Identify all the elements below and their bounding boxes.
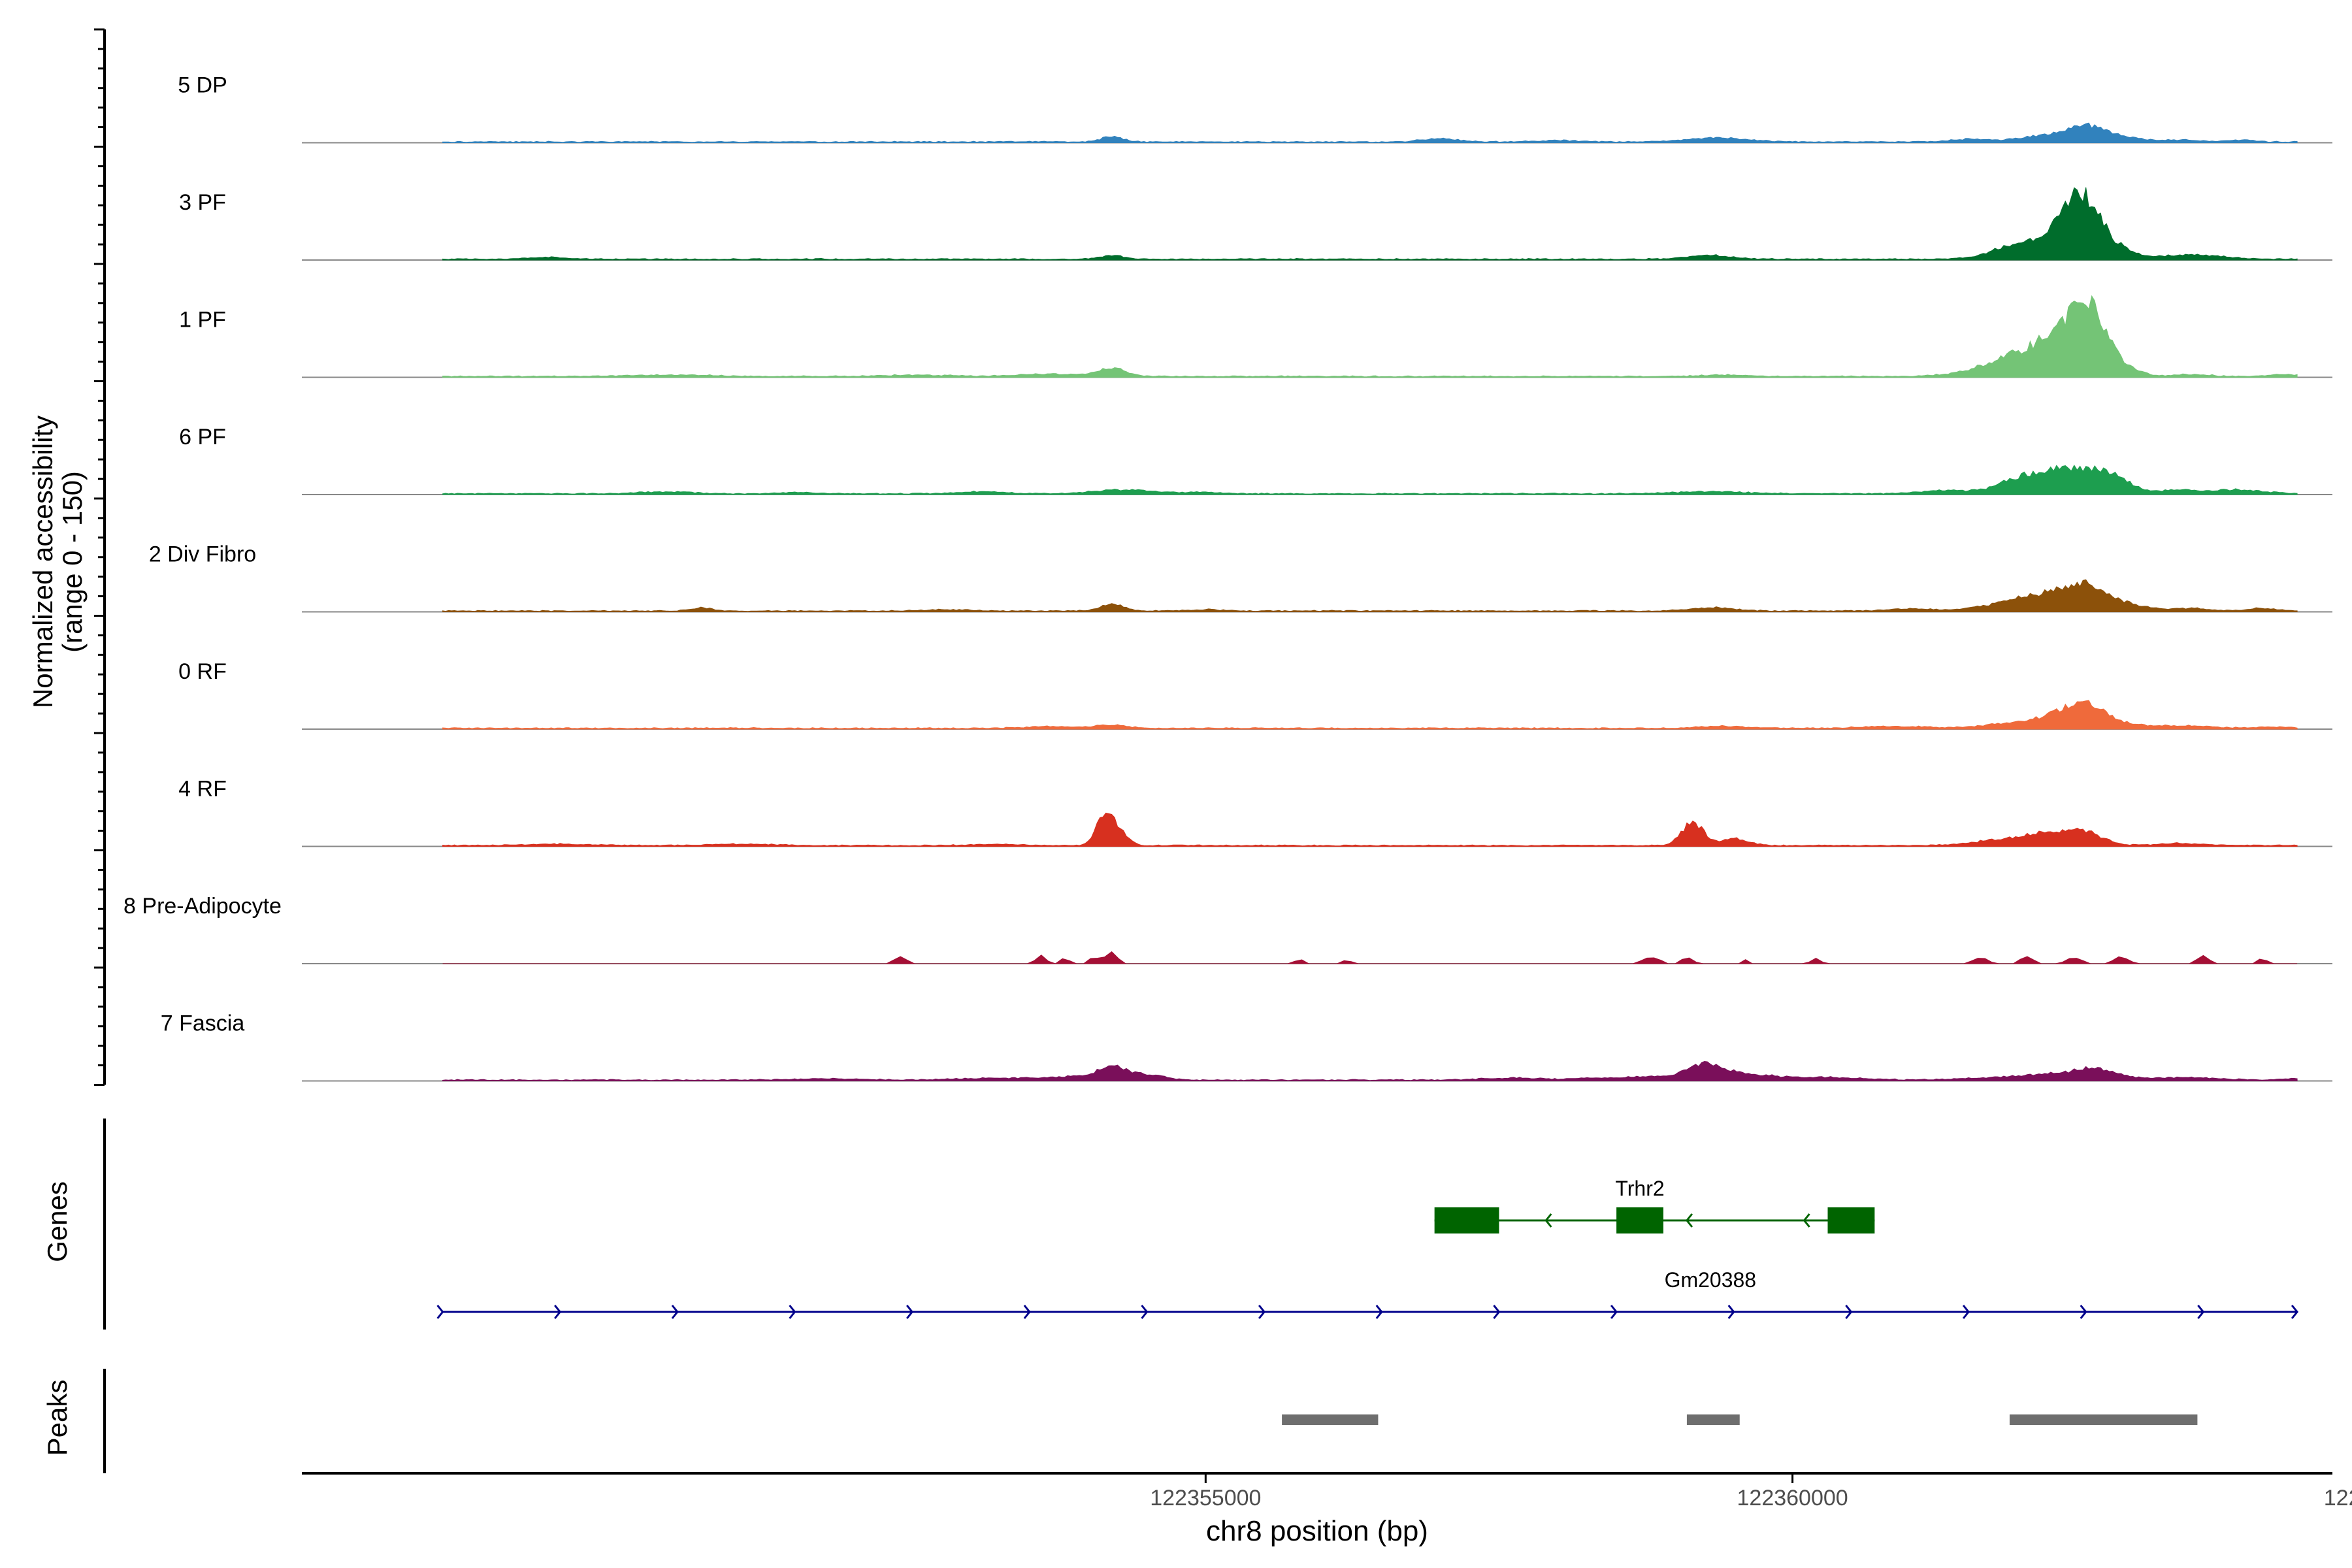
peaks-panel — [1282, 1414, 2198, 1425]
coverage-area — [442, 812, 2298, 847]
strand-arrow — [1141, 1305, 1149, 1319]
track-label: 5 DP — [178, 73, 227, 98]
coverage-area — [442, 295, 2298, 378]
strand-arrow — [2080, 1305, 2087, 1319]
track-label: 8 Pre-Adipocyte — [123, 894, 282, 919]
x-axis: 122355000 122360000 122365000 — [302, 1472, 2352, 1511]
strand-arrow — [1258, 1305, 1266, 1319]
track-5-dp: 5 DP — [178, 73, 2332, 144]
track-label: 4 RF — [178, 777, 227, 802]
gene-label: Gm20388 — [1665, 1268, 1757, 1292]
strand-arrow — [789, 1305, 796, 1319]
strand-arrow — [1962, 1305, 1970, 1319]
strand-arrow — [2197, 1305, 2205, 1319]
tracks-group: 5 DP 3 PF 1 PF 6 PF 2 Div Fibro 0 RF 4 RF 8 Pre… — [123, 73, 2332, 1082]
coverage-area — [442, 465, 2298, 495]
y-axis-range-label: (range 0 - 150) — [57, 471, 88, 653]
track-7-fascia: 7 Fascia — [161, 1011, 2332, 1082]
gene-exon — [1616, 1207, 1663, 1233]
strand-arrow — [436, 1305, 444, 1319]
strand-arrow — [1845, 1305, 1853, 1319]
genes-panel: Trhr2 Gm20388 — [436, 1177, 2299, 1319]
strand-arrow — [2291, 1305, 2299, 1319]
strand-arrow — [1493, 1305, 1501, 1319]
peak-region — [2009, 1414, 2198, 1425]
track-label: 0 RF — [178, 659, 227, 684]
strand-arrow — [1544, 1213, 1552, 1228]
track-1-pf: 1 PF — [179, 295, 2332, 378]
gene-exon — [1434, 1207, 1499, 1233]
strand-arrow — [906, 1305, 914, 1319]
track-label: 6 PF — [179, 425, 226, 449]
coverage-area — [442, 122, 2298, 143]
strand-arrow — [1727, 1305, 1735, 1319]
coverage-area — [442, 1060, 2298, 1081]
x-tick-label: 122365000 — [2324, 1486, 2352, 1511]
peak-region — [1282, 1414, 1379, 1425]
peaks-panel-label: Peaks — [42, 1380, 73, 1456]
strand-arrow — [1023, 1305, 1031, 1319]
x-axis-label: chr8 position (bp) — [1206, 1515, 1428, 1547]
gene-gm20388: Gm20388 — [436, 1268, 2299, 1319]
y-axis-label: Normalized accessibility — [27, 416, 58, 708]
track-label: 7 Fascia — [161, 1011, 245, 1036]
gene-trhr2: Trhr2 — [1434, 1177, 1875, 1233]
coverage-area — [442, 579, 2298, 612]
gene-exon — [1827, 1207, 1875, 1233]
x-tick-label: 122360000 — [1737, 1486, 1848, 1511]
strand-arrow — [1375, 1305, 1383, 1319]
strand-arrow — [554, 1305, 562, 1319]
coverage-area — [442, 951, 2298, 964]
track-label: 3 PF — [179, 190, 226, 215]
genes-panel-label: Genes — [42, 1181, 73, 1262]
track-2-div-fibro: 2 Div Fibro — [149, 542, 2332, 613]
left-axes-group — [94, 28, 106, 1473]
track-label: 2 Div Fibro — [149, 542, 256, 567]
track-0-rf: 0 RF — [178, 659, 2332, 730]
coverage-area — [442, 700, 2298, 730]
track-4-rf: 4 RF — [178, 777, 2332, 847]
strand-arrow — [671, 1305, 679, 1319]
strand-arrow — [1803, 1213, 1810, 1228]
peak-region — [1686, 1414, 1740, 1425]
coverage-area — [442, 187, 2298, 261]
track-label: 1 PF — [179, 308, 226, 333]
track-6-pf: 6 PF — [179, 425, 2332, 495]
track-3-pf: 3 PF — [179, 187, 2332, 261]
gene-label: Trhr2 — [1615, 1177, 1664, 1200]
strand-arrow — [1685, 1213, 1693, 1228]
x-tick-label: 122355000 — [1150, 1486, 1261, 1511]
strand-arrow — [1610, 1305, 1618, 1319]
track-8-pre-adipocyte: 8 Pre-Adipocyte — [123, 894, 2332, 964]
